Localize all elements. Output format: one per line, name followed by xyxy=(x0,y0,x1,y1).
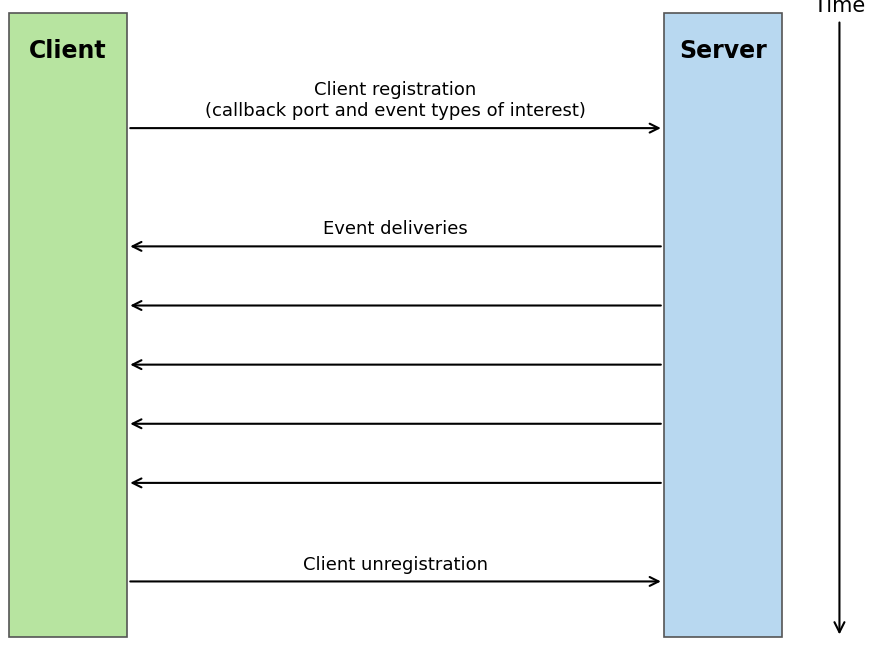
Text: Time: Time xyxy=(813,0,864,16)
Text: Client registration
(callback port and event types of interest): Client registration (callback port and e… xyxy=(205,81,586,120)
Text: Client: Client xyxy=(29,39,107,64)
Text: Event deliveries: Event deliveries xyxy=(323,221,467,238)
Text: Server: Server xyxy=(679,39,766,64)
Text: Client unregistration: Client unregistration xyxy=(303,556,487,574)
Bar xyxy=(663,13,781,637)
Bar xyxy=(9,13,127,637)
